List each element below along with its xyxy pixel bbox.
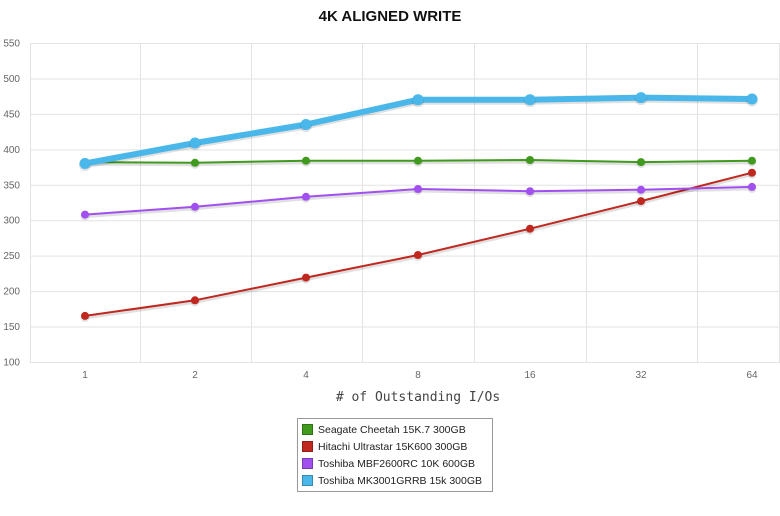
x-tick-label: 8 [415, 370, 421, 381]
data-point [748, 168, 756, 177]
data-point [637, 158, 645, 167]
axis-tick-labels: 100 150 200 250 300 350 400 450 500 550 1 2 4 8 16 32 64 [3, 39, 758, 382]
legend-item: Toshiba MK3001GRRB 15k 300GB [302, 472, 488, 489]
data-point [746, 93, 758, 105]
x-tick-label: 4 [303, 370, 309, 381]
data-point [81, 210, 89, 219]
legend-item: Seagate Cheetah 15K.7 300GB [302, 421, 488, 438]
x-tick-label: 32 [635, 370, 647, 381]
series-line-shadow [84, 96, 753, 169]
x-tick-label: 64 [746, 370, 758, 381]
data-point [635, 92, 647, 104]
data-point [189, 137, 201, 149]
legend-swatch [302, 475, 313, 486]
legend-label: Toshiba MBF2600RC 10K 600GB [318, 457, 476, 470]
chart-title: 4K ALIGNED WRITE [318, 8, 462, 25]
series-line-shadow [84, 173, 753, 320]
data-point [414, 156, 422, 165]
data-point [748, 182, 756, 191]
legend-label: Toshiba MK3001GRRB 15k 300GB [318, 474, 483, 487]
y-tick-label: 450 [3, 109, 20, 120]
y-tick-label: 550 [3, 39, 20, 50]
legend-swatch [302, 441, 313, 452]
x-tick-label: 1 [82, 370, 88, 381]
legend-swatch [302, 458, 313, 469]
x-axis-label: # of Outstanding I/Os [336, 390, 500, 405]
data-point [637, 185, 645, 194]
data-point [81, 311, 89, 320]
data-point [526, 224, 534, 233]
series-4 [79, 92, 758, 171]
data-point [526, 187, 534, 196]
chart-legend: Seagate Cheetah 15K.7 300GB Hitachi Ultra… [297, 418, 493, 492]
y-tick-label: 100 [3, 358, 20, 369]
legend-label: Seagate Cheetah 15K.7 300GB [318, 423, 466, 436]
data-point [526, 156, 534, 164]
y-tick-label: 350 [3, 180, 20, 191]
series-1 [80, 156, 757, 169]
grid-lines [30, 43, 780, 363]
data-point [748, 156, 756, 165]
legend-item: Toshiba MBF2600RC 10K 600GB [302, 455, 488, 472]
series-lines [79, 92, 758, 322]
y-tick-label: 250 [3, 251, 20, 262]
data-point [300, 119, 312, 130]
data-point [414, 251, 422, 259]
y-tick-label: 300 [3, 216, 20, 227]
x-tick-label: 2 [192, 370, 198, 381]
data-point [302, 192, 310, 201]
data-point [524, 94, 536, 106]
data-point [302, 156, 310, 165]
data-point [191, 296, 199, 305]
legend-item: Hitachi Ultrastar 15K600 300GB [302, 438, 488, 455]
data-point [637, 197, 645, 206]
data-point [79, 158, 91, 169]
series-3 [80, 182, 757, 221]
y-tick-label: 400 [3, 145, 20, 156]
y-tick-label: 150 [3, 322, 20, 333]
data-point [414, 185, 422, 193]
x-tick-label: 16 [524, 370, 536, 381]
series-line [82, 94, 755, 167]
legend-label: Hitachi Ultrastar 15K600 300GB [318, 440, 468, 453]
data-point [302, 273, 310, 282]
y-tick-label: 200 [3, 287, 20, 298]
data-point [191, 202, 199, 211]
legend-swatch [302, 424, 313, 435]
data-point [191, 158, 199, 167]
data-point [412, 94, 424, 106]
y-tick-label: 500 [3, 74, 20, 85]
series-2 [80, 168, 757, 322]
